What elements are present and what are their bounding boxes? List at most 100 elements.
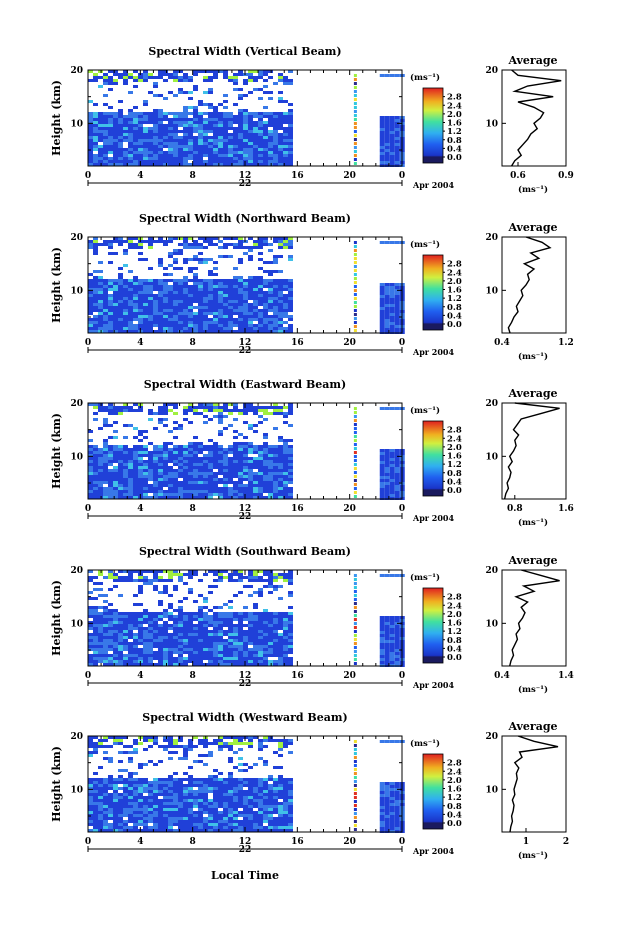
heatmap-cell [128, 663, 133, 666]
heatmap-cell [223, 781, 228, 784]
heatmap-cell [103, 73, 108, 76]
heatmap-cell [278, 618, 283, 621]
heatmap-cell [248, 306, 253, 309]
heatmap-cell [88, 751, 93, 754]
heatmap-cell [233, 469, 238, 472]
heatmap-cell [123, 124, 128, 127]
heatmap-cell [273, 403, 278, 406]
heatmap-cell [188, 496, 193, 499]
heatmap-cell [258, 312, 263, 315]
heatmap-cell [153, 654, 158, 657]
heatmap-cell [153, 94, 158, 97]
heatmap-cell [183, 324, 188, 327]
heatmap-cell [133, 579, 138, 582]
heatmap-cell [148, 651, 153, 654]
heatmap-cell [103, 639, 108, 642]
heatmap-cell [228, 79, 233, 82]
heatmap-cell [278, 645, 283, 648]
heatmap-cell [168, 291, 173, 294]
heatmap-cell [118, 751, 123, 754]
heatmap-cell [133, 288, 138, 291]
heatmap-cell [288, 109, 293, 112]
heatmap-cell [93, 478, 98, 481]
heatmap-cell [143, 784, 148, 787]
heatmap-cell [113, 481, 118, 484]
heatmap-cell [384, 646, 390, 649]
heatmap-cell [248, 585, 253, 588]
heatmap-cell [118, 321, 123, 324]
heatmap-cell [118, 273, 123, 276]
heatmap-cell [168, 279, 173, 282]
heatmap-cell [258, 327, 263, 330]
heatmap-cell [123, 576, 128, 579]
heatmap-cell [248, 237, 253, 240]
heatmap-cell [178, 784, 183, 787]
heatmap-cell [183, 787, 188, 790]
heatmap-cell [218, 294, 223, 297]
heatmap-cell [268, 451, 273, 454]
heatmap-cell [258, 157, 263, 160]
heatmap-cell [278, 663, 283, 666]
heatmap-cell [253, 591, 258, 594]
heatmap-cell [128, 775, 133, 778]
heatmap-cell [178, 300, 183, 303]
heatmap-cell [213, 573, 218, 576]
heatmap-cell [218, 606, 223, 609]
heatmap-cell [143, 481, 148, 484]
heatmap-cell [123, 633, 128, 636]
heatmap-cell [288, 618, 293, 621]
heatmap-cell [138, 448, 143, 451]
heatmap-cell [233, 297, 238, 300]
heatmap-cell [93, 412, 98, 415]
heatmap-cell [138, 603, 143, 606]
heatmap-cell [223, 294, 228, 297]
heatmap-cell [168, 570, 173, 573]
heatmap-cell [173, 784, 178, 787]
heatmap-cell [379, 488, 385, 491]
heatmap-cell [118, 466, 123, 469]
heatmap-cell [118, 651, 123, 654]
heatmap-cell [128, 309, 133, 312]
heatmap-cell [208, 787, 213, 790]
heatmap-cell [158, 484, 163, 487]
heatmap-cell [123, 454, 128, 457]
heatmap-cell [148, 318, 153, 321]
heatmap-cell [148, 796, 153, 799]
x-tick-label: 0 [85, 171, 91, 181]
heatmap-cell [88, 288, 93, 291]
heatmap-cell [253, 778, 258, 781]
heatmap-cell [118, 133, 123, 136]
heatmap-cell [353, 578, 357, 581]
heatmap-cell [353, 427, 357, 430]
heatmap-cell [193, 300, 198, 303]
heatmap-cell [193, 778, 198, 781]
heatmap-cell [188, 627, 193, 630]
heatmap-cell [203, 409, 208, 412]
heatmap-cell [123, 436, 128, 439]
heatmap-cell [253, 648, 258, 651]
heatmap-cell [133, 648, 138, 651]
heatmap-cell [273, 121, 278, 124]
heatmap-cell [178, 279, 183, 282]
heatmap-cell [93, 288, 98, 291]
heatmap-cell [228, 618, 233, 621]
heatmap-cell [253, 330, 258, 333]
heatmap-cell [208, 487, 213, 490]
heatmap-cell [148, 312, 153, 315]
heatmap-cell [208, 639, 213, 642]
heatmap-cell [98, 139, 103, 142]
heatmap-cell [353, 106, 357, 109]
heatmap-cell [283, 406, 288, 409]
heatmap-cell [148, 139, 153, 142]
heatmap-cell [283, 415, 288, 418]
heatmap-cell [238, 148, 243, 151]
heatmap-cell [273, 648, 278, 651]
heatmap-cell [394, 491, 400, 494]
heatmap-cell [93, 445, 98, 448]
heatmap-cell [258, 276, 263, 279]
heatmap-cell [128, 799, 133, 802]
heatmap-cell [238, 442, 243, 445]
heatmap-cell [93, 772, 98, 775]
heatmap-cell [113, 303, 118, 306]
heatmap-cell [288, 645, 293, 648]
